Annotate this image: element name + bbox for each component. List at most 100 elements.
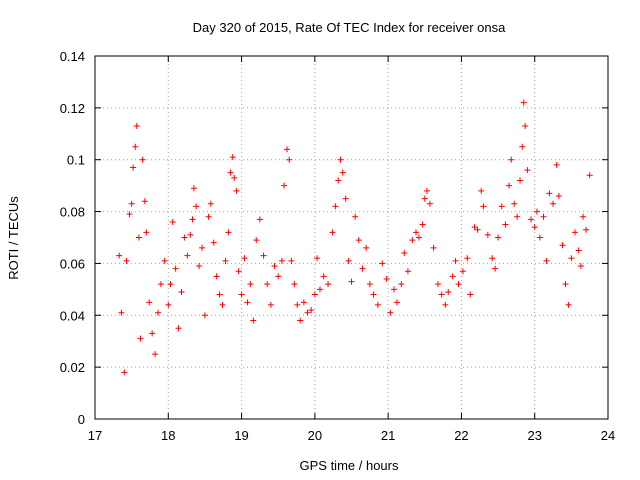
y-tick-label: 0.1 xyxy=(67,153,85,168)
data-point xyxy=(264,281,271,288)
data-point xyxy=(449,273,456,280)
data-point xyxy=(253,237,260,244)
data-point xyxy=(543,257,550,264)
x-axis-title: GPS time / hours xyxy=(300,458,399,473)
data-point xyxy=(314,255,321,262)
data-points xyxy=(116,99,593,376)
data-point xyxy=(235,268,242,275)
data-point xyxy=(126,211,133,218)
data-point xyxy=(337,156,344,163)
data-point xyxy=(167,281,174,288)
data-point xyxy=(281,182,288,189)
data-point xyxy=(352,213,359,220)
data-point xyxy=(459,268,466,275)
data-point xyxy=(304,309,311,316)
data-point xyxy=(332,203,339,210)
data-point xyxy=(398,281,405,288)
data-point xyxy=(210,239,217,246)
data-point xyxy=(308,307,315,314)
x-tick-label: 17 xyxy=(88,428,102,443)
data-point xyxy=(546,190,553,197)
data-point xyxy=(161,257,168,264)
data-point xyxy=(213,273,220,280)
data-point xyxy=(157,281,164,288)
data-point xyxy=(370,291,377,298)
data-point xyxy=(480,203,487,210)
data-point xyxy=(452,257,459,264)
data-point xyxy=(553,161,560,168)
y-tick-label: 0.06 xyxy=(60,256,85,271)
data-point xyxy=(445,288,452,295)
data-point xyxy=(412,229,419,236)
data-point xyxy=(130,164,137,171)
data-point xyxy=(335,177,342,184)
y-tick-label: 0.02 xyxy=(60,360,85,375)
data-point xyxy=(421,195,428,202)
data-point xyxy=(471,224,478,231)
data-point xyxy=(275,273,282,280)
data-point xyxy=(498,203,505,210)
data-point xyxy=(222,257,229,264)
data-point xyxy=(531,224,538,231)
data-point xyxy=(247,281,254,288)
data-point xyxy=(121,369,128,376)
data-point xyxy=(133,123,140,130)
data-point xyxy=(359,265,366,272)
data-point xyxy=(442,301,449,308)
data-point xyxy=(132,143,139,150)
data-point xyxy=(438,291,445,298)
data-point xyxy=(169,218,176,225)
data-point xyxy=(572,229,579,236)
data-point xyxy=(514,213,521,220)
data-point xyxy=(288,257,295,264)
data-point xyxy=(241,255,248,262)
data-point xyxy=(339,169,346,176)
data-point xyxy=(455,281,462,288)
data-point xyxy=(175,325,182,332)
data-point xyxy=(196,263,203,270)
data-point xyxy=(139,156,146,163)
data-point xyxy=(524,167,531,174)
x-tick-label: 18 xyxy=(161,428,175,443)
x-tick-label: 21 xyxy=(381,428,395,443)
data-point xyxy=(116,252,123,259)
data-point xyxy=(146,299,153,306)
data-point xyxy=(165,301,172,308)
data-point xyxy=(244,299,251,306)
data-point xyxy=(562,281,569,288)
data-point xyxy=(559,242,566,249)
data-point xyxy=(522,123,529,130)
data-point xyxy=(189,216,196,223)
data-point xyxy=(238,291,245,298)
data-point xyxy=(374,301,381,308)
data-point xyxy=(300,299,307,306)
data-point xyxy=(387,309,394,316)
data-point xyxy=(219,301,226,308)
y-tick-label: 0.04 xyxy=(60,308,85,323)
data-point xyxy=(143,229,150,236)
data-point xyxy=(118,309,125,316)
x-tick-label: 20 xyxy=(308,428,322,443)
data-point xyxy=(506,182,513,189)
data-point xyxy=(565,301,572,308)
chart-title: Day 320 of 2015, Rate Of TEC Index for r… xyxy=(193,20,506,35)
data-point xyxy=(135,234,142,241)
data-point xyxy=(187,231,194,238)
data-point xyxy=(520,99,527,106)
y-tick-label: 0.14 xyxy=(60,49,85,64)
data-point xyxy=(348,278,355,285)
data-point xyxy=(178,288,185,295)
data-point xyxy=(393,299,400,306)
data-point xyxy=(190,185,197,192)
data-point xyxy=(267,301,274,308)
data-point xyxy=(540,213,547,220)
data-point xyxy=(550,200,557,207)
data-point xyxy=(342,195,349,202)
data-point xyxy=(575,247,582,254)
data-point xyxy=(216,291,223,298)
y-tick-label: 0.08 xyxy=(60,205,85,220)
data-point xyxy=(355,237,362,244)
data-point xyxy=(278,257,285,264)
axis-ticks: 17 18 19 20 21 22 23 24 0 0.02 0.04 0.06 0.08 0.1 0.12… xyxy=(60,49,616,443)
